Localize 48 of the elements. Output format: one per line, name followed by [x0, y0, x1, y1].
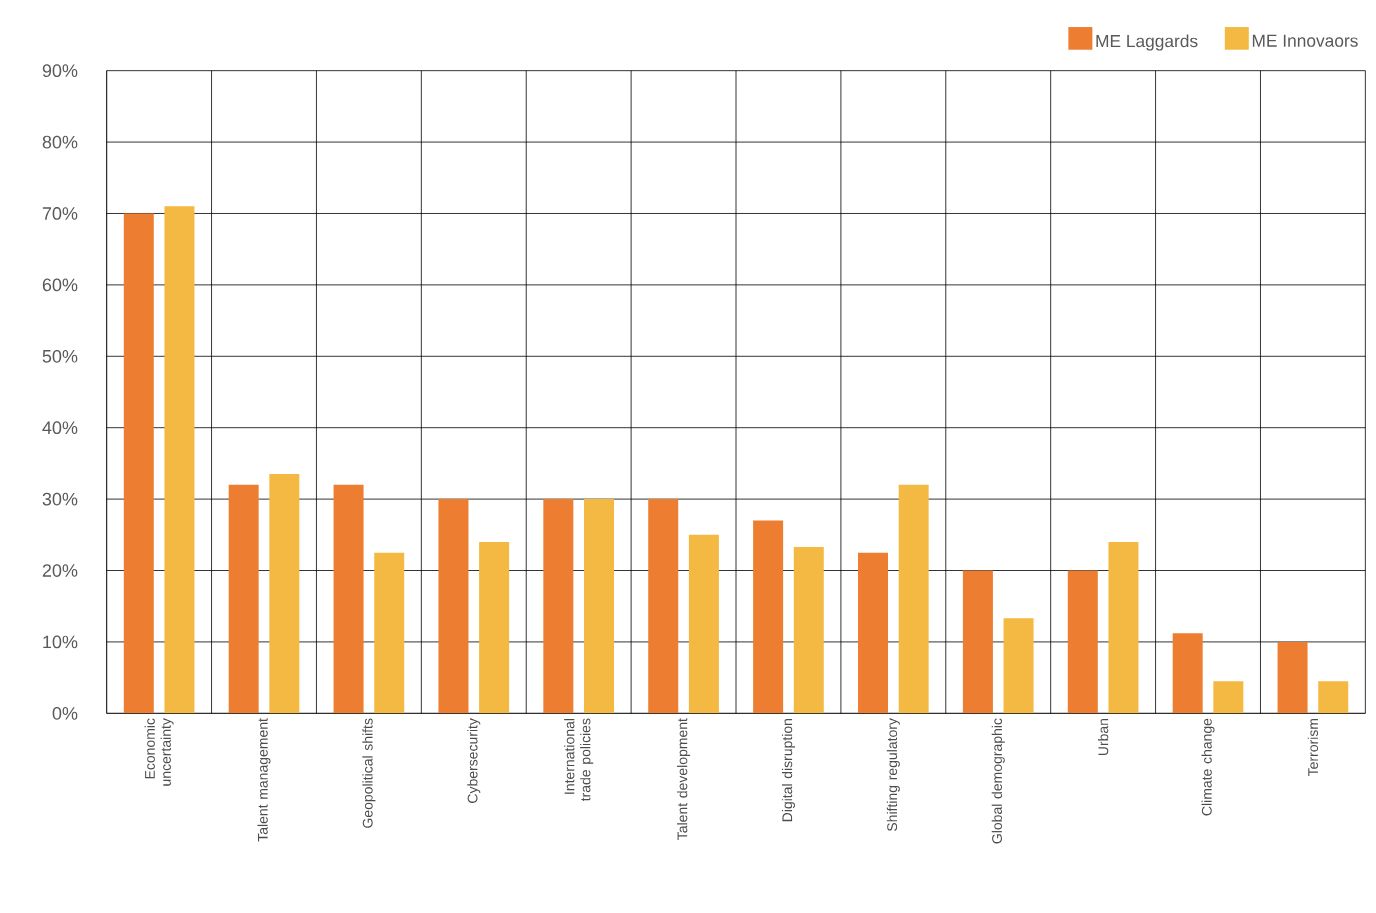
bar — [898, 484, 929, 714]
y-tick-label: 60% — [42, 278, 78, 292]
bar — [543, 498, 574, 714]
bar — [164, 206, 195, 714]
bar — [1067, 570, 1098, 714]
bar — [793, 546, 824, 714]
bar — [333, 484, 364, 714]
bar — [584, 498, 615, 714]
y-tick-label: 90% — [42, 64, 78, 77]
y-tick-label: 0% — [52, 706, 78, 720]
bar — [1003, 618, 1034, 714]
x-tick-label: Economic uncertainty — [144, 717, 174, 786]
x-tick-label: Talent management — [257, 718, 271, 842]
bar — [648, 498, 679, 714]
legend-label: ME Innovaors — [1252, 34, 1358, 47]
y-tick-label: 30% — [42, 492, 78, 506]
x-tick-label: Global demographic — [991, 718, 1005, 844]
y-tick-label: 50% — [42, 349, 78, 363]
bar — [858, 552, 889, 714]
x-tick-label: Shifting regulatory — [886, 717, 900, 831]
x-tick-label: Cybersecurity — [467, 717, 481, 803]
y-tick-label: 70% — [42, 206, 78, 220]
y-tick-label: 20% — [42, 563, 78, 577]
bar — [228, 484, 259, 714]
x-tick-label: Digital disruption — [781, 718, 795, 822]
bar — [479, 541, 510, 714]
y-tick-label: 40% — [42, 421, 78, 434]
x-tick-label: International trade policies — [564, 718, 594, 801]
bar — [688, 534, 719, 714]
y-tick-label: 80% — [42, 135, 78, 149]
bar — [1318, 681, 1349, 714]
bar — [1277, 641, 1308, 714]
bar — [269, 473, 300, 714]
bar — [1172, 633, 1203, 714]
bar — [1213, 681, 1244, 714]
x-tick-label: Urban — [1097, 718, 1109, 755]
bar — [374, 552, 405, 714]
x-tick-label: Climate change — [1201, 718, 1215, 816]
x-tick-label: Geopolitical shifts — [362, 718, 376, 828]
bar — [753, 520, 784, 714]
bar — [962, 570, 993, 714]
bar — [123, 213, 154, 714]
x-tick-label: Terrorism — [1307, 718, 1319, 776]
bar — [438, 498, 469, 714]
legend-label: ME Laggards — [1096, 34, 1198, 51]
bar — [1108, 541, 1139, 714]
x-tick-label: Talent development — [677, 718, 691, 840]
y-tick-label: 10% — [43, 635, 78, 649]
